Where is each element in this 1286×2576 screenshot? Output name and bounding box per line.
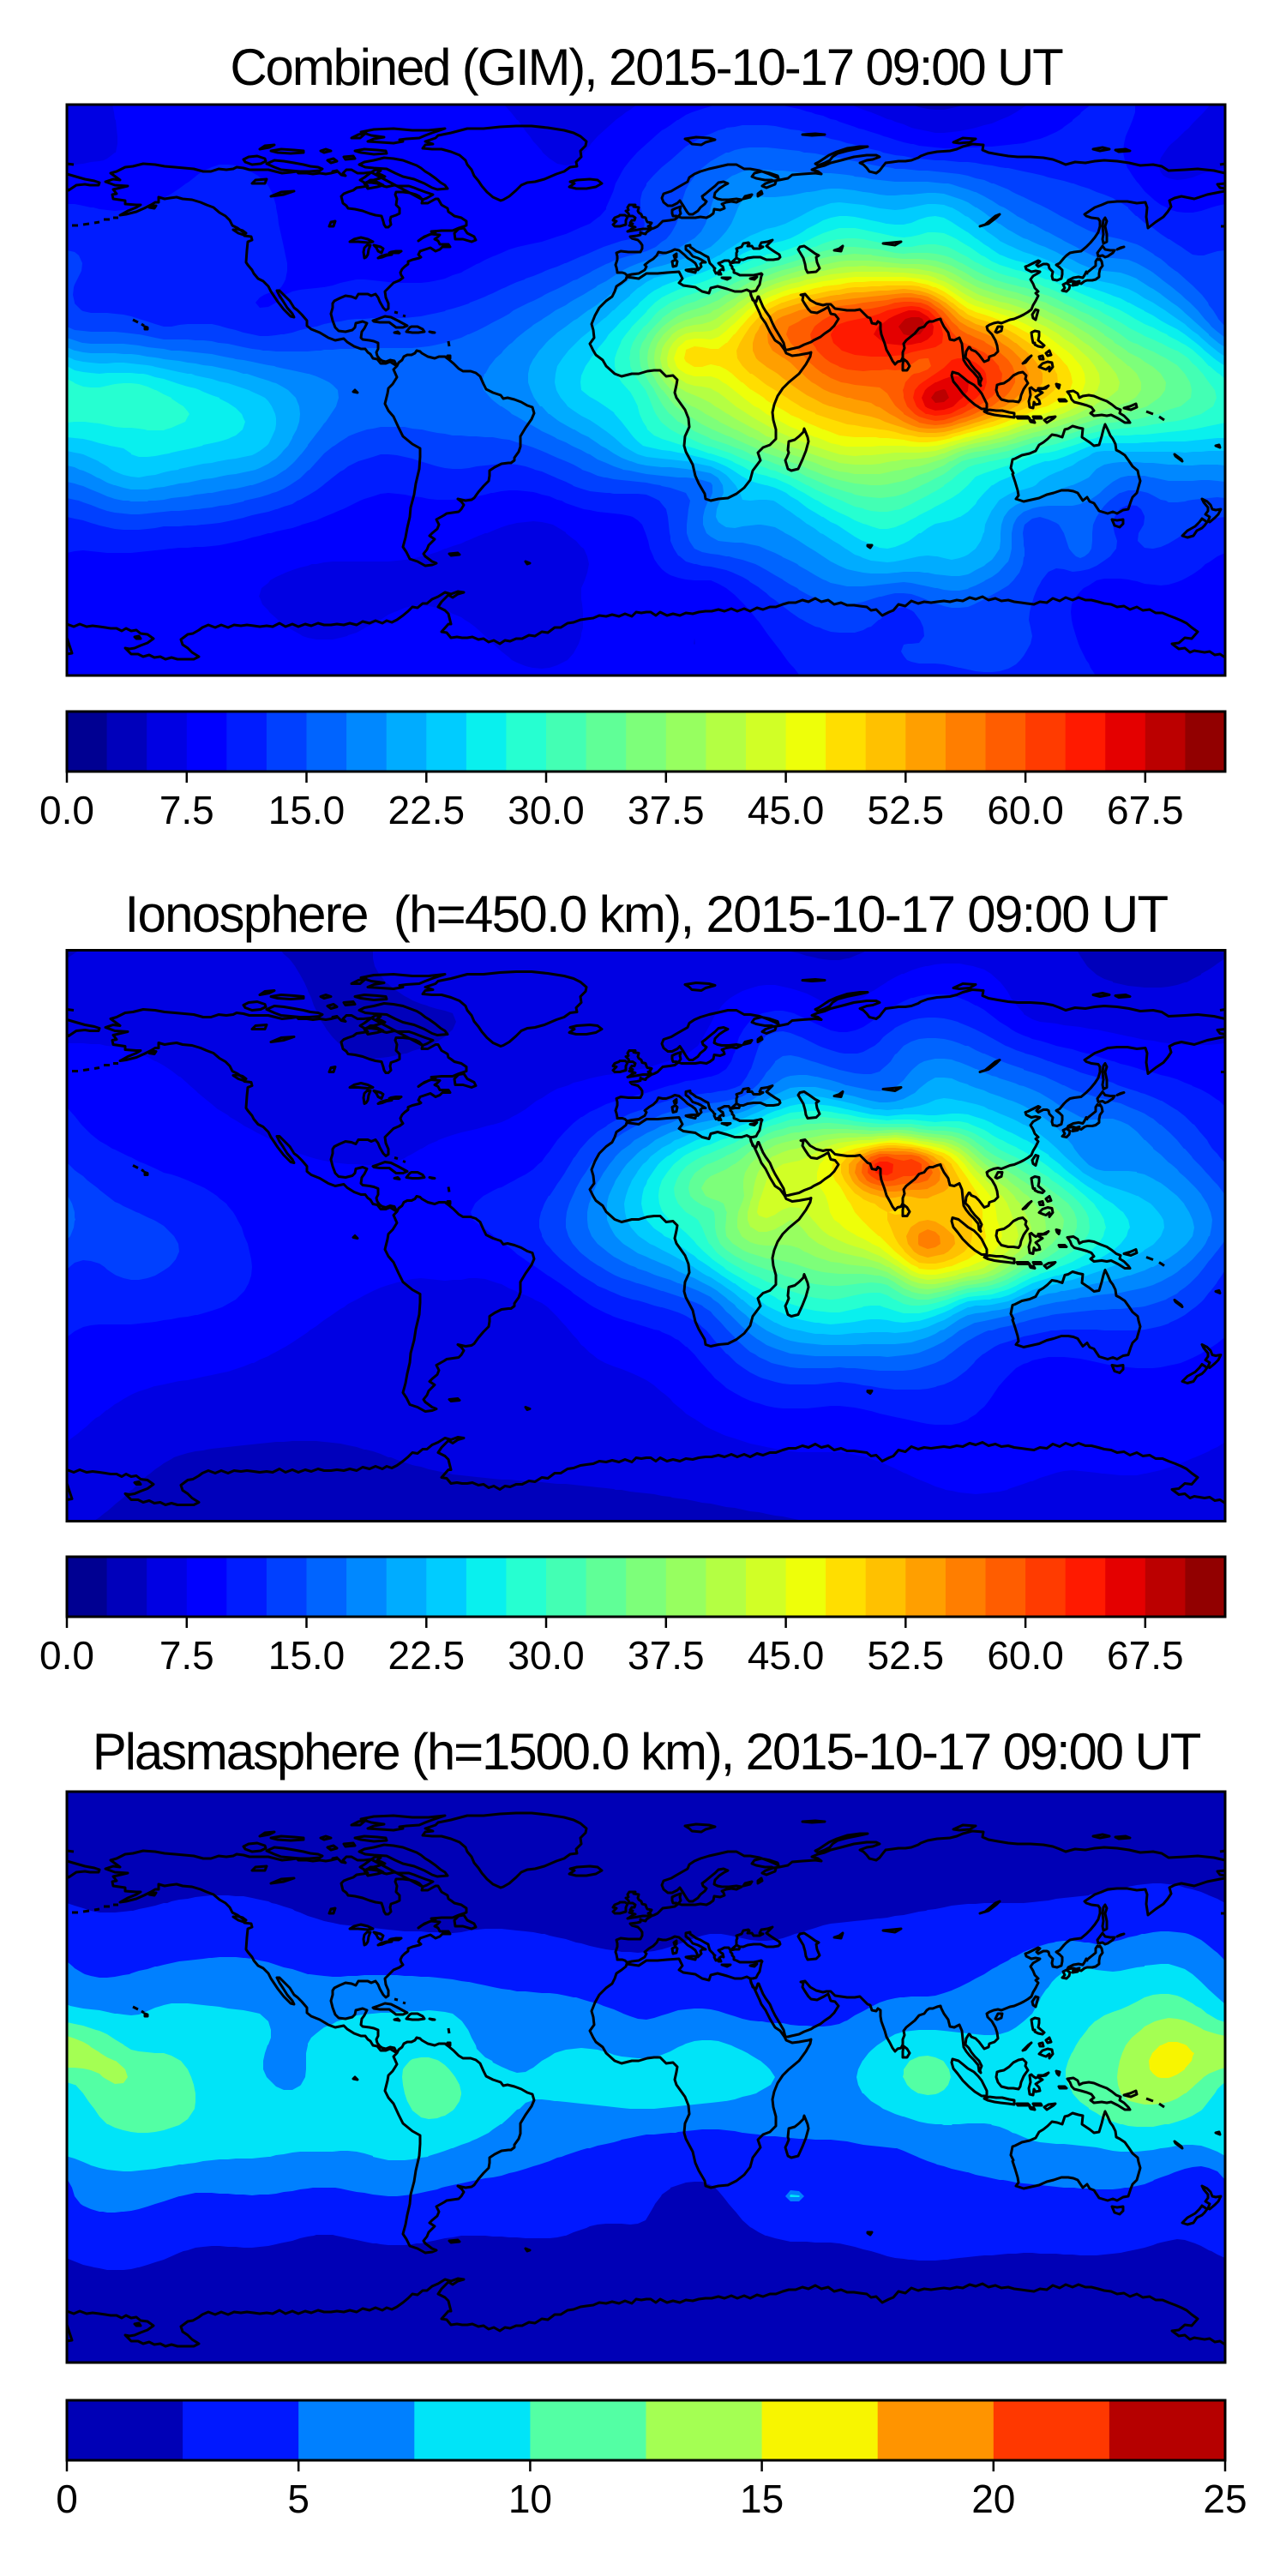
svg-text:0: 0	[56, 2477, 78, 2521]
svg-text:15.0: 15.0	[268, 788, 346, 832]
svg-text:7.5: 7.5	[159, 1633, 214, 1678]
svg-text:20: 20	[971, 2477, 1015, 2521]
svg-text:15.0: 15.0	[268, 1633, 346, 1678]
svg-text:52.5: 52.5	[868, 1633, 945, 1678]
svg-text:30.0: 30.0	[508, 1633, 585, 1678]
svg-text:5: 5	[287, 2477, 309, 2521]
svg-text:7.5: 7.5	[159, 788, 214, 832]
svg-text:30.0: 30.0	[508, 788, 585, 832]
svg-text:37.5: 37.5	[628, 788, 705, 832]
svg-text:60.0: 60.0	[987, 1633, 1064, 1678]
svg-text:Ionosphere (h=450.0 km), 2015: Ionosphere (h=450.0 km), 2015-10-17 09:0…	[125, 886, 1169, 943]
svg-text:Plasmasphere (h=1500.0 km), 20: Plasmasphere (h=1500.0 km), 2015-10-17 0…	[93, 1723, 1201, 1780]
svg-text:10: 10	[508, 2477, 552, 2521]
svg-text:67.5: 67.5	[1107, 788, 1184, 832]
svg-text:25: 25	[1203, 2477, 1247, 2521]
svg-text:45.0: 45.0	[748, 1633, 825, 1678]
svg-text:52.5: 52.5	[868, 788, 945, 832]
svg-text:60.0: 60.0	[987, 788, 1064, 832]
svg-text:15: 15	[740, 2477, 784, 2521]
svg-text:0.0: 0.0	[39, 1633, 94, 1678]
svg-text:37.5: 37.5	[628, 1633, 705, 1678]
svg-text:22.5: 22.5	[388, 1633, 466, 1678]
svg-text:67.5: 67.5	[1107, 1633, 1184, 1678]
svg-text:Combined (GIM), 2015-10-17 09:: Combined (GIM), 2015-10-17 09:00 UT	[230, 39, 1063, 96]
svg-text:22.5: 22.5	[388, 788, 466, 832]
svg-text:0.0: 0.0	[39, 788, 94, 832]
svg-text:45.0: 45.0	[748, 788, 825, 832]
